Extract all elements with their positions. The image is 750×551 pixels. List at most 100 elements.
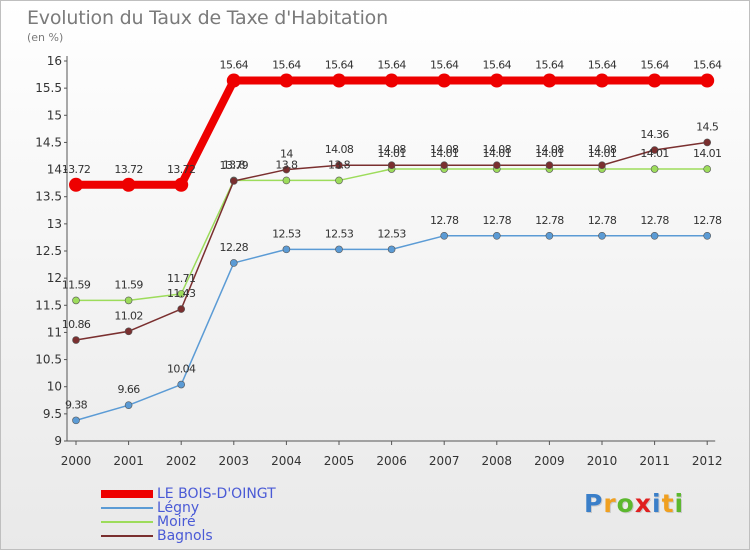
data-point: [72, 336, 80, 344]
data-label: 13.79: [220, 159, 249, 172]
data-label: 15.64: [535, 59, 564, 72]
data-label: 15.64: [430, 59, 459, 72]
data-label: 13.8: [275, 158, 298, 171]
series-line-1: [75, 235, 708, 422]
data-label: 9.38: [65, 398, 88, 411]
y-tick-label: 13.5: [35, 190, 62, 204]
data-point: [279, 73, 294, 88]
data-point: [72, 296, 80, 305]
data-label: 15.64: [377, 59, 406, 72]
data-label: 14.08: [483, 143, 512, 156]
data-label: 15.64: [272, 59, 301, 72]
chart-title: Evolution du Taux de Taxe d'Habitation: [27, 7, 388, 29]
legend-swatch: [101, 521, 153, 523]
y-tick-label: 14.5: [35, 135, 62, 149]
data-point: [282, 176, 291, 185]
brand-letter: r: [603, 489, 617, 518]
data-label: 11.59: [114, 278, 143, 291]
brand-letter: t: [661, 489, 675, 518]
data-point: [650, 146, 659, 154]
data-label: 15.64: [693, 59, 722, 72]
y-tick-label: 16: [47, 54, 62, 68]
data-label: 13.72: [167, 163, 196, 176]
brand-letter: P: [584, 489, 604, 518]
data-point: [545, 232, 554, 240]
data-label: 15.64: [640, 59, 669, 72]
data-label: 15.64: [483, 59, 512, 72]
x-tick-label: 2001: [113, 454, 144, 468]
x-tick-label: 2009: [534, 454, 565, 468]
y-tick-label: 9: [54, 434, 62, 448]
legend-label: Moiré: [157, 514, 196, 530]
data-label: 12.53: [272, 227, 301, 240]
data-label: 14.08: [325, 143, 354, 156]
data-point: [387, 245, 396, 254]
data-label: 15.64: [220, 59, 249, 72]
y-tick-label: 14: [47, 163, 62, 177]
data-label: 14.08: [535, 143, 564, 156]
data-label: 12.28: [220, 241, 249, 254]
data-point: [492, 161, 501, 170]
brand-logo: Proxiti: [584, 489, 684, 518]
data-point: [650, 232, 659, 240]
data-point: [177, 305, 185, 313]
y-tick-label: 15.5: [35, 81, 62, 95]
x-tick-label: 2000: [61, 454, 92, 468]
data-point: [335, 245, 343, 254]
x-tick-label: 2012: [692, 454, 723, 468]
data-label: 13.8: [328, 158, 351, 171]
data-point: [595, 73, 609, 88]
data-label: 12.53: [325, 227, 354, 240]
data-label: 9.66: [118, 383, 141, 396]
data-point: [230, 177, 238, 185]
data-label: 12.78: [430, 214, 459, 227]
data-label: 12.78: [483, 214, 512, 227]
data-label: 14.08: [430, 143, 459, 156]
data-label: 11.71: [167, 272, 196, 285]
brand-letter: x: [634, 489, 652, 518]
legend-label: Légny: [157, 500, 200, 516]
y-tick-label: 10.5: [35, 353, 62, 367]
data-label: 15.64: [325, 59, 354, 72]
y-tick-label: 10: [47, 380, 62, 394]
data-point: [282, 245, 291, 254]
data-label: 14.08: [588, 143, 617, 156]
data-point: [492, 232, 501, 240]
data-label: 14.08: [377, 143, 406, 156]
data-point: [440, 232, 449, 240]
data-point: [226, 73, 241, 88]
data-point: [332, 73, 346, 88]
data-label: 14.5: [696, 120, 719, 133]
data-point: [335, 161, 343, 170]
data-label: 14.01: [535, 147, 564, 160]
data-label: 14.36: [640, 128, 669, 141]
x-tick-label: 2007: [429, 454, 460, 468]
data-label: 12.78: [535, 214, 564, 227]
data-label: 10.86: [62, 318, 91, 331]
data-label: 11.43: [167, 287, 196, 300]
data-point: [230, 259, 238, 267]
data-point: [647, 73, 662, 88]
data-point: [384, 73, 399, 88]
legend-swatch: [101, 535, 153, 537]
data-point: [282, 165, 291, 174]
brand-letter: i: [652, 489, 662, 518]
data-label: 14.01: [483, 147, 512, 160]
data-point: [489, 73, 504, 88]
x-tick-label: 2008: [482, 454, 513, 468]
data-label: 14: [280, 148, 293, 161]
data-point: [177, 380, 185, 389]
y-tick-label: 15: [47, 108, 62, 122]
data-point: [437, 73, 452, 88]
data-label: 10.04: [167, 363, 196, 376]
data-label: 12.53: [377, 227, 406, 240]
data-point: [703, 165, 712, 173]
data-label: 14.01: [640, 147, 669, 160]
data-point: [545, 161, 554, 170]
legend-label: LE BOIS-D'OINGT: [157, 486, 276, 502]
data-label: 13.8: [223, 158, 246, 171]
data-label: 12.78: [588, 214, 617, 227]
x-tick-label: 2002: [166, 454, 197, 468]
